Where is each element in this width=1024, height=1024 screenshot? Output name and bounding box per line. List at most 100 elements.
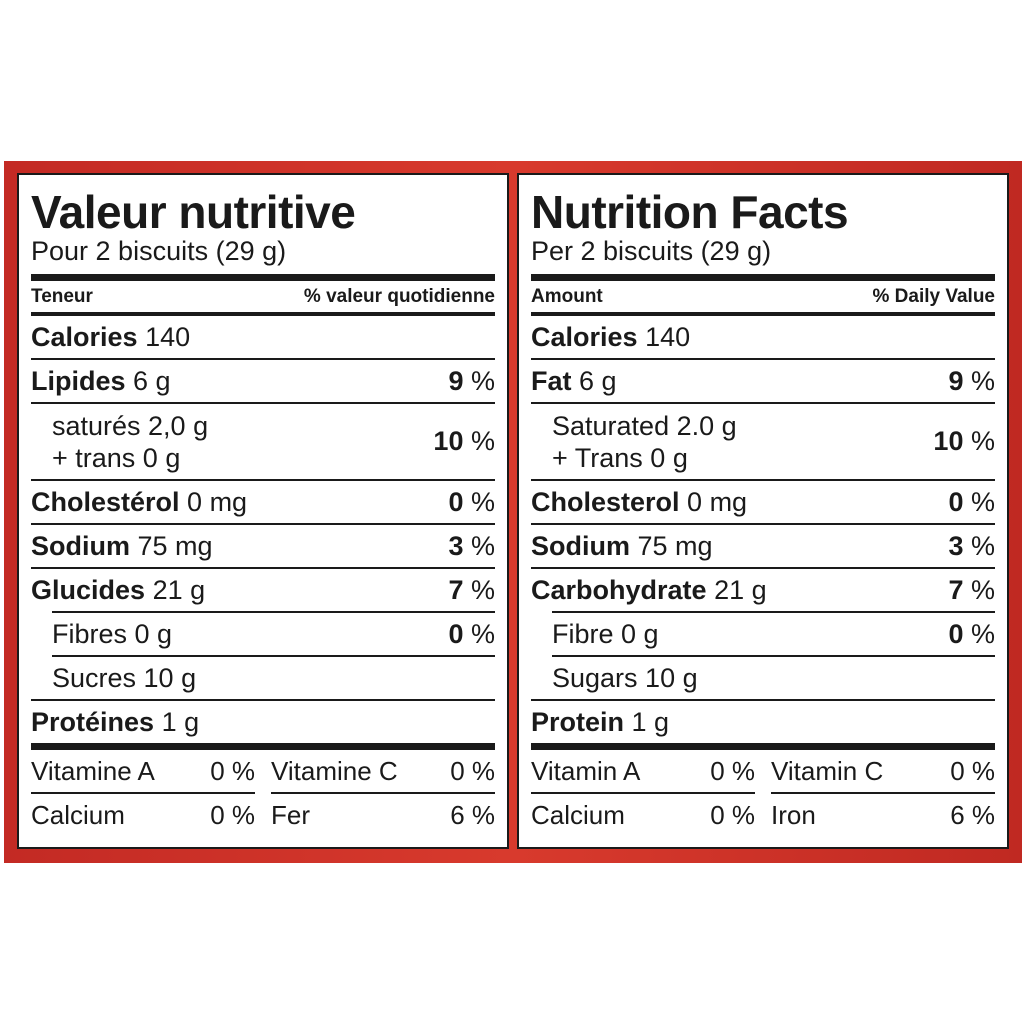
calcium-label: Calcium xyxy=(31,799,125,830)
fat-label: Fat xyxy=(531,365,572,396)
carbohydrate-label: Glucides xyxy=(31,574,146,605)
percent-sign: % xyxy=(970,618,995,649)
percent-sign: % xyxy=(970,426,995,456)
iron-dv: 6 % xyxy=(450,799,495,830)
percent-sign: % xyxy=(470,365,495,396)
column-header: Teneur % valeur quotidienne xyxy=(31,281,495,312)
panel-title: Valeur nutritive xyxy=(31,186,356,238)
rule xyxy=(552,655,995,657)
vitamin-a-label: Vitamine A xyxy=(31,755,155,786)
saturated-dv: 10 xyxy=(433,426,464,456)
fat-row: Lipides 6 g 9 % xyxy=(31,360,495,402)
calories-value: 140 xyxy=(645,321,691,352)
carbohydrate-row: Carbohydrate 21 g 7 % xyxy=(531,569,995,611)
percent-sign: % xyxy=(970,365,995,396)
cholesterol-dv: 0 xyxy=(448,486,464,517)
carbohydrate-row: Glucides 21 g 7 % xyxy=(31,569,495,611)
vitamin-row: Vitamin A 0 % Vitamin C 0 % xyxy=(531,750,995,792)
serving-size: Pour 2 biscuits (29 g) xyxy=(31,236,287,266)
thick-rule xyxy=(31,274,495,281)
rule xyxy=(31,792,495,794)
carbohydrate-dv: 7 xyxy=(448,574,464,605)
calories-label: Calories xyxy=(31,321,138,352)
fibre-label: Fibre 0 g xyxy=(552,618,659,649)
vitamin-a-dv: 0 % xyxy=(210,755,255,786)
carbohydrate-label: Carbohydrate xyxy=(531,574,707,605)
fibre-row: Fibres 0 g 0 % xyxy=(31,613,495,655)
cholesterol-amount: 0 mg xyxy=(687,486,748,517)
amount-header: Teneur xyxy=(31,285,93,307)
saturated-label: Saturated 2.0 g xyxy=(552,410,737,441)
vitamin-c-label: Vitamine C xyxy=(271,755,398,786)
protein-amount: 1 g xyxy=(631,706,670,737)
protein-amount: 1 g xyxy=(161,706,200,737)
saturated-label: saturés 2,0 g xyxy=(52,410,209,441)
rule xyxy=(531,479,995,481)
fat-amount: 6 g xyxy=(133,365,171,396)
fibre-dv: 0 xyxy=(948,618,964,649)
panel-title: Nutrition Facts xyxy=(531,186,849,238)
rule xyxy=(552,611,995,613)
saturated-trans-row: Saturated 2.0 g + Trans 0 g 10 % xyxy=(531,404,995,479)
calories-value: 140 xyxy=(145,321,191,352)
sugars-label: Sucres 10 g xyxy=(52,662,197,693)
daily-value-header: % valeur quotidienne xyxy=(303,285,495,307)
sugars-row: Sugars 10 g xyxy=(531,657,995,699)
saturated-dv: 10 xyxy=(933,426,964,456)
cholesterol-row: Cholestérol 0 mg 0 % xyxy=(31,481,495,523)
calories-row: Calories 140 xyxy=(31,316,495,358)
fat-dv: 9 xyxy=(448,365,464,396)
percent-sign: % xyxy=(470,486,495,517)
serving-size: Per 2 biscuits (29 g) xyxy=(531,236,772,266)
carbohydrate-dv: 7 xyxy=(948,574,964,605)
percent-sign: % xyxy=(970,574,995,605)
iron-dv: 6 % xyxy=(950,799,995,830)
rule xyxy=(31,479,495,481)
fat-amount: 6 g xyxy=(579,365,617,396)
nutrition-panel-french: Valeur nutritive Pour 2 biscuits (29 g) … xyxy=(17,173,509,849)
rule xyxy=(52,611,495,613)
fat-dv: 9 xyxy=(948,365,964,396)
cholesterol-dv: 0 xyxy=(948,486,964,517)
vitamin-row: Vitamine A 0 % Vitamine C 0 % xyxy=(31,750,495,792)
rule xyxy=(31,402,495,404)
thick-rule xyxy=(31,743,495,750)
mineral-row: Calcium 0 % Fer 6 % xyxy=(31,794,495,836)
percent-sign: % xyxy=(470,426,495,456)
percent-sign: % xyxy=(470,530,495,561)
protein-row: Protéines 1 g xyxy=(31,701,495,743)
sodium-dv: 3 xyxy=(448,530,464,561)
percent-sign: % xyxy=(970,486,995,517)
rule xyxy=(31,523,495,525)
nutrition-panel-english: Nutrition Facts Per 2 biscuits (29 g) Am… xyxy=(517,173,1009,849)
iron-label: Iron xyxy=(771,799,816,830)
vitamin-c-dv: 0 % xyxy=(450,755,495,786)
fibre-row: Fibre 0 g 0 % xyxy=(531,613,995,655)
calcium-dv: 0 % xyxy=(710,799,755,830)
thick-rule xyxy=(531,274,995,281)
sodium-dv: 3 xyxy=(948,530,964,561)
calories-label: Calories xyxy=(531,321,638,352)
percent-sign: % xyxy=(470,574,495,605)
sodium-label: Sodium xyxy=(531,530,630,561)
sugars-label: Sugars 10 g xyxy=(552,662,698,693)
rule xyxy=(531,567,995,569)
carbohydrate-amount: 21 g xyxy=(714,574,767,605)
sodium-label: Sodium xyxy=(31,530,130,561)
vitamin-c-dv: 0 % xyxy=(950,755,995,786)
vitamin-a-dv: 0 % xyxy=(710,755,755,786)
rule xyxy=(531,402,995,404)
fat-row: Fat 6 g 9 % xyxy=(531,360,995,402)
protein-label: Protéines xyxy=(31,706,155,737)
fibre-dv: 0 xyxy=(448,618,464,649)
fat-label: Lipides xyxy=(31,365,126,396)
carbohydrate-amount: 21 g xyxy=(152,574,206,605)
amount-header: Amount xyxy=(531,285,603,307)
vitamin-c-label: Vitamin C xyxy=(771,755,884,786)
saturated-trans-row: saturés 2,0 g + trans 0 g 10 % xyxy=(31,404,495,479)
rule xyxy=(531,699,995,701)
sugars-row: Sucres 10 g xyxy=(31,657,495,699)
calories-row: Calories 140 xyxy=(531,316,995,358)
rule xyxy=(31,358,495,360)
trans-label: + trans 0 g xyxy=(52,442,181,473)
